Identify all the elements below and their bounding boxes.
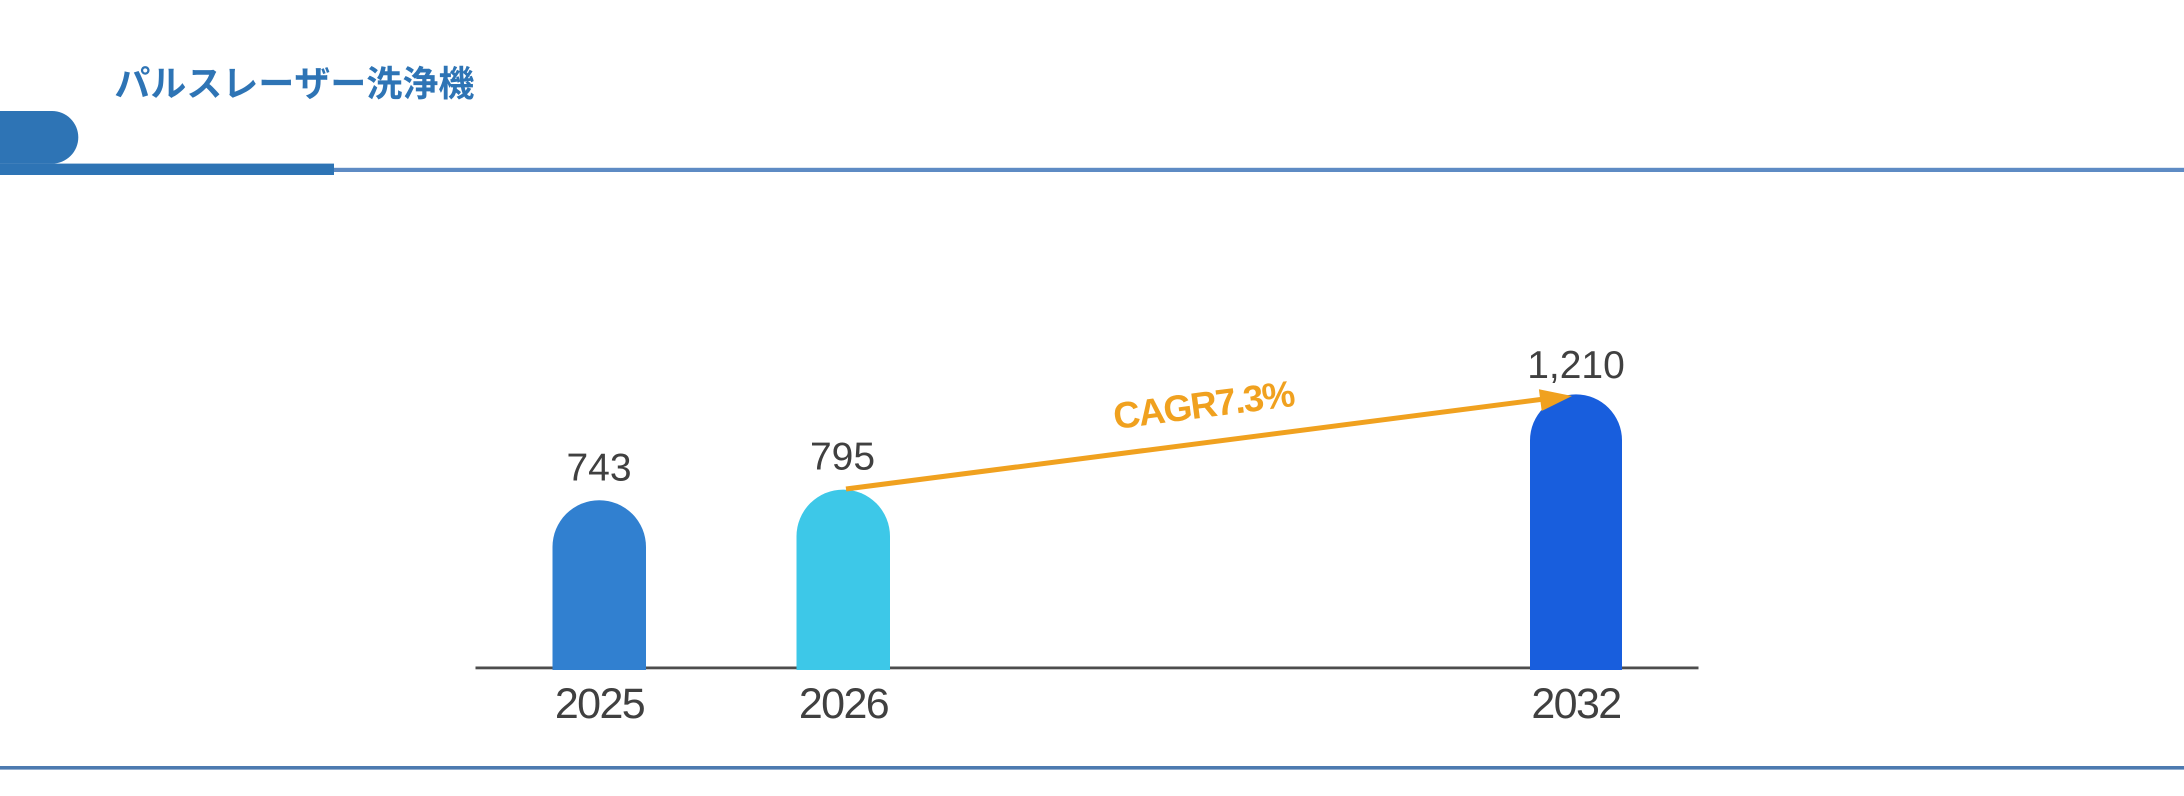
svg-text:CAGR7.3%: CAGR7.3%	[1111, 373, 1297, 437]
svg-text:2032: 2032	[1531, 680, 1620, 728]
svg-text:743: 743	[566, 447, 631, 490]
svg-text:1,210: 1,210	[1527, 344, 1625, 387]
svg-text:2026: 2026	[799, 680, 889, 728]
svg-text:2025: 2025	[555, 680, 645, 728]
svg-text:795: 795	[810, 436, 875, 479]
